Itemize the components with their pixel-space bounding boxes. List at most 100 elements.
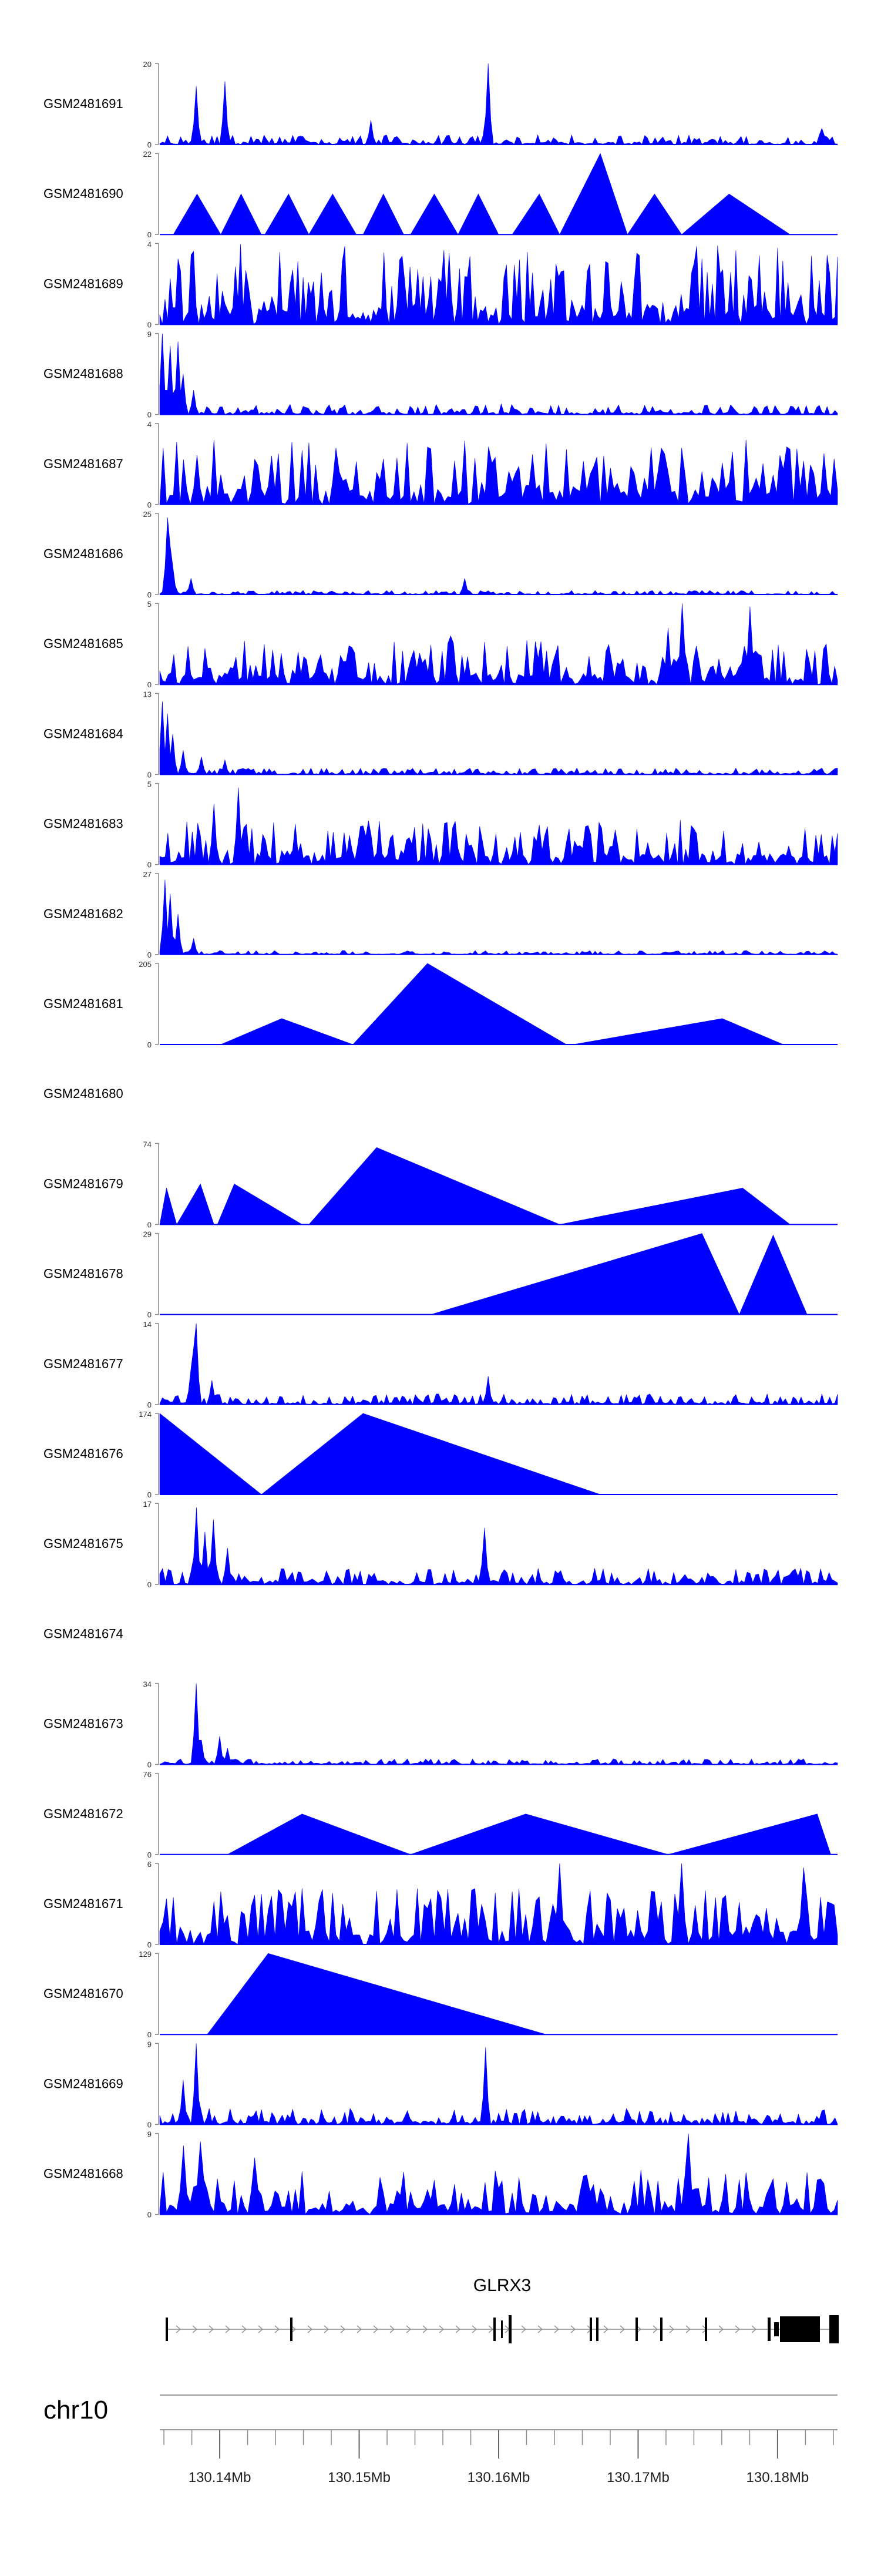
track-ymax-label: 74 <box>143 1140 152 1148</box>
track-label: GSM2481668 <box>43 2167 123 2181</box>
x-tick-label: 130.17Mb <box>607 2470 670 2486</box>
track-label: GSM2481684 <box>43 726 123 741</box>
strand-arrow <box>735 2325 741 2333</box>
track-ymin-label: 0 <box>147 861 152 869</box>
x-tick-label: 130.15Mb <box>328 2470 391 2486</box>
track-ymin-label: 0 <box>147 1940 152 1949</box>
track-ymin-label: 0 <box>147 230 152 239</box>
coverage-area <box>160 963 838 1045</box>
strand-arrow <box>488 2325 494 2333</box>
coverage-area <box>160 1233 838 1315</box>
track-label: GSM2481677 <box>43 1356 123 1371</box>
track-GSM2481680: GSM2481680 <box>43 1086 123 1101</box>
x-tick-label: 130.18Mb <box>747 2470 809 2486</box>
exon <box>509 2315 512 2343</box>
strand-arrow <box>636 2325 642 2333</box>
track-GSM2481686: GSM2481686 25 0 <box>43 510 838 599</box>
track-ymax-label: 205 <box>139 960 152 969</box>
track-label: GSM2481688 <box>43 367 123 381</box>
track-label: GSM2481685 <box>43 636 123 651</box>
track-label: GSM2481670 <box>43 1986 123 2001</box>
track-label: GSM2481682 <box>43 906 123 921</box>
strand-arrow <box>685 2325 691 2333</box>
exon <box>635 2318 638 2341</box>
exon <box>596 2318 598 2341</box>
track-ymax-label: 76 <box>143 1770 152 1779</box>
strand-arrow <box>389 2325 395 2333</box>
track-label: GSM2481679 <box>43 1176 123 1191</box>
track-ymax-label: 6 <box>147 1860 152 1869</box>
exon <box>768 2318 771 2341</box>
track-ymax-label: 20 <box>143 60 152 69</box>
tracks-layer: GSM2481691200GSM2481690220GSM248168940GS… <box>43 60 838 2219</box>
coverage-area <box>159 333 838 415</box>
track-GSM2481681: GSM2481681 205 0 <box>43 960 838 1049</box>
track-ymax-label: 14 <box>143 1320 152 1329</box>
coverage-area <box>159 603 838 685</box>
axis-ticks: 130.14Mb 130.15Mb 130.16Mb 130.17Mb 130.18Mb <box>163 2430 834 2486</box>
exon <box>290 2318 292 2341</box>
track-GSM2481682: GSM2481682 27 0 <box>43 870 838 959</box>
utr-exon <box>780 2316 820 2342</box>
track-ymax-label: 29 <box>143 1230 152 1239</box>
track-ymin-label: 0 <box>147 411 152 419</box>
coverage-area <box>159 517 838 595</box>
track-ymin-label: 0 <box>147 1580 152 1589</box>
track-GSM2481683: GSM2481683 5 0 <box>43 780 838 869</box>
strand-arrow <box>307 2325 313 2333</box>
track-GSM2481669: GSM2481669 9 0 <box>43 2040 838 2129</box>
strand-arrow <box>291 2325 297 2333</box>
genome-axis: chr10 130.14Mb 130.15Mb 130.16Mb 130.17Mb 13… <box>43 2394 838 2486</box>
track-label: GSM2481689 <box>43 276 123 291</box>
track-GSM2481672: GSM2481672 76 0 <box>43 1770 838 1859</box>
strand-arrow <box>669 2325 675 2333</box>
track-ymin-label: 0 <box>147 1311 152 1319</box>
strand-arrow <box>406 2325 412 2333</box>
strand-arrow <box>472 2325 478 2333</box>
strand-arrow <box>241 2325 247 2333</box>
track-ymax-label: 9 <box>147 2130 152 2139</box>
strand-arrow <box>192 2325 198 2333</box>
track-ymax-label: 34 <box>143 1680 152 1689</box>
track-ymin-label: 0 <box>147 140 152 149</box>
track-label: GSM2481683 <box>43 817 123 831</box>
track-ymax-label: 4 <box>147 420 152 429</box>
strand-arrow <box>653 2325 658 2333</box>
exon <box>493 2318 496 2341</box>
track-ymax-label: 13 <box>143 690 152 698</box>
coverage-area <box>160 153 838 235</box>
strand-arrow <box>554 2325 560 2333</box>
track-GSM2481678: GSM2481678 29 0 <box>43 1230 838 1319</box>
coverage-area <box>159 1413 838 1495</box>
chromosome-label: chr10 <box>43 2396 108 2424</box>
exon <box>166 2318 168 2341</box>
strand-arrow <box>455 2325 461 2333</box>
track-GSM2481691: GSM2481691 20 0 <box>43 60 838 149</box>
strand-arrow <box>340 2325 346 2333</box>
track-label: GSM2481678 <box>43 1267 123 1281</box>
track-label: GSM2481687 <box>43 456 123 471</box>
track-label: GSM2481690 <box>43 186 123 201</box>
track-ymax-label: 9 <box>147 2040 152 2048</box>
track-GSM2481676: GSM2481676 174 0 <box>43 1410 838 1499</box>
coverage-area <box>159 439 838 505</box>
coverage-area <box>160 1813 838 1855</box>
track-GSM2481670: GSM2481670 129 0 <box>43 1950 838 2039</box>
coverage-area <box>159 244 838 325</box>
gene-model: GLRX3 <box>166 2276 839 2343</box>
track-ymin-label: 0 <box>147 770 152 779</box>
track-ymin-label: 0 <box>147 2030 152 2039</box>
track-label: GSM2481672 <box>43 1806 123 1821</box>
track-ymin-label: 0 <box>147 1400 152 1409</box>
track-GSM2481671: GSM2481671 6 0 <box>43 1860 838 1949</box>
coverage-area <box>159 879 838 955</box>
strand-arrow <box>324 2325 329 2333</box>
track-label: GSM2481676 <box>43 1446 123 1461</box>
track-ymin-label: 0 <box>147 1490 152 1499</box>
gene-label: GLRX3 <box>473 2276 531 2295</box>
track-GSM2481687: GSM2481687 4 0 <box>43 420 838 509</box>
track-GSM2481668: GSM2481668 9 0 <box>43 2130 838 2219</box>
strand-arrow <box>274 2325 280 2333</box>
track-GSM2481674: GSM2481674 <box>43 1626 123 1641</box>
